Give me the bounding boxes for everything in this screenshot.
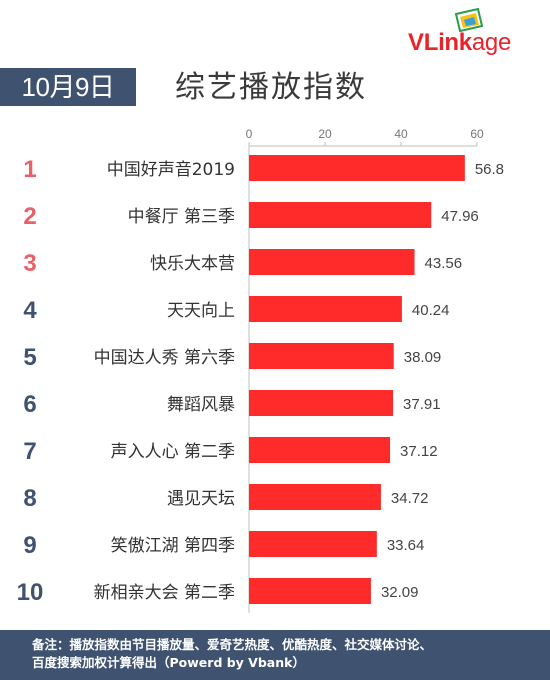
bar [249, 578, 371, 604]
bar [249, 484, 381, 510]
bar [249, 390, 394, 416]
x-tick-label: 20 [318, 127, 332, 141]
bar [249, 249, 415, 275]
category-label: 遇见天坛 [167, 489, 235, 509]
rank-number: 10 [17, 579, 44, 606]
value-label: 33.64 [387, 537, 425, 554]
bar [249, 155, 465, 181]
x-tick-label: 60 [470, 127, 484, 141]
value-label: 56.8 [475, 161, 504, 178]
rank-number: 8 [23, 485, 36, 512]
bar [249, 343, 394, 369]
logo-text-part2: age [471, 29, 512, 56]
bar-chart: 0 20 40 60 1 中国好声音2019 56.8 2 中餐厅 第三季 47.96 3 快乐大本营… [17, 127, 504, 613]
rank-number: 6 [23, 391, 36, 418]
value-label: 40.24 [412, 302, 450, 319]
bar [249, 437, 391, 463]
value-label: 34.72 [391, 490, 429, 507]
category-label: 中餐厅 第三季 [128, 207, 235, 227]
bar [249, 202, 432, 228]
x-tick-label: 40 [394, 127, 408, 141]
rank-number: 5 [23, 344, 36, 371]
value-label: 32.09 [381, 584, 419, 601]
category-label: 快乐大本营 [150, 254, 235, 274]
category-label: 笑傲江湖 第四季 [111, 536, 235, 556]
x-tick-label: 0 [246, 127, 253, 141]
category-label: 新相亲大会 第二季 [94, 583, 235, 603]
value-label: 38.09 [404, 349, 442, 366]
value-label: 43.56 [425, 255, 463, 272]
rank-number: 7 [23, 438, 36, 465]
rank-number: 3 [23, 250, 36, 277]
rank-number: 1 [23, 156, 36, 183]
rank-number: 2 [23, 203, 36, 230]
footer-line-2: 百度搜索加权计算得出（Powerd by Vbank） [32, 655, 305, 670]
footer-line-1: 备注：播放指数由节目播放量、爱奇艺热度、优酷热度、社交媒体讨论、 [32, 637, 433, 652]
bar [249, 296, 402, 322]
logo-text: VLinkage [408, 30, 511, 56]
bar [249, 531, 377, 557]
value-label: 37.12 [400, 443, 438, 460]
logo-text-part1: VLink [408, 29, 472, 56]
value-label: 37.91 [403, 396, 441, 413]
category-label: 声入人心 第二季 [111, 442, 235, 462]
category-label: 天天向上 [167, 301, 235, 321]
category-label: 舞蹈风暴 [167, 395, 235, 415]
date-badge: 10月9日 [0, 68, 136, 106]
page-title: 综艺播放指数 [175, 70, 367, 105]
value-label: 47.96 [441, 208, 479, 225]
footer-note: 备注：播放指数由节目播放量、爱奇艺热度、优酷热度、社交媒体讨论、 百度搜索加权计… [0, 630, 550, 680]
rank-number: 9 [23, 532, 36, 559]
vlinkage-logo: VLinkage [408, 8, 538, 58]
category-label: 中国好声音2019 [107, 160, 235, 180]
rank-number: 4 [23, 297, 37, 324]
category-label: 中国达人秀 第六季 [94, 348, 235, 368]
logo-mark-icon [454, 8, 484, 33]
